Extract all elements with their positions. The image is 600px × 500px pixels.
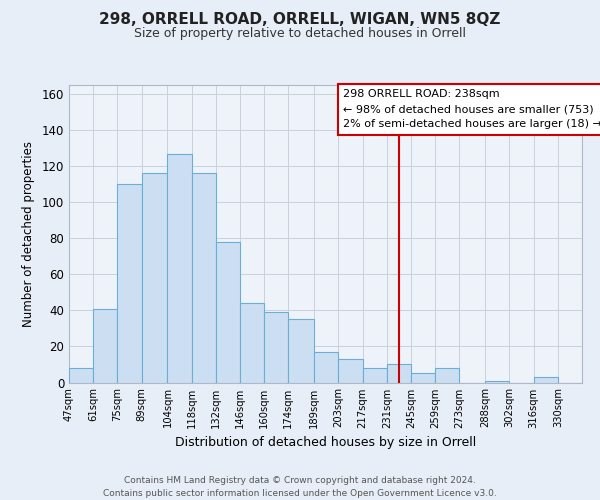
Bar <box>314 352 338 382</box>
Bar <box>435 368 460 382</box>
Text: 298 ORRELL ROAD: 238sqm
← 98% of detached houses are smaller (753)
2% of semi-de: 298 ORRELL ROAD: 238sqm ← 98% of detache… <box>343 90 600 129</box>
Bar <box>69 368 93 382</box>
Text: Size of property relative to detached houses in Orrell: Size of property relative to detached ho… <box>134 28 466 40</box>
Bar <box>142 174 167 382</box>
Bar <box>289 320 314 382</box>
Text: Contains HM Land Registry data © Crown copyright and database right 2024.: Contains HM Land Registry data © Crown c… <box>124 476 476 485</box>
Bar <box>387 364 411 382</box>
Bar <box>118 184 142 382</box>
Bar <box>533 377 558 382</box>
Bar <box>485 380 509 382</box>
Bar <box>191 174 216 382</box>
Bar <box>240 303 264 382</box>
Y-axis label: Number of detached properties: Number of detached properties <box>22 141 35 327</box>
Bar <box>216 242 240 382</box>
Bar <box>338 359 362 382</box>
Bar <box>167 154 191 382</box>
Bar <box>411 374 435 382</box>
Text: 298, ORRELL ROAD, ORRELL, WIGAN, WN5 8QZ: 298, ORRELL ROAD, ORRELL, WIGAN, WN5 8QZ <box>100 12 500 28</box>
Text: Contains public sector information licensed under the Open Government Licence v3: Contains public sector information licen… <box>103 489 497 498</box>
Bar <box>93 308 118 382</box>
X-axis label: Distribution of detached houses by size in Orrell: Distribution of detached houses by size … <box>175 436 476 449</box>
Bar <box>264 312 289 382</box>
Bar <box>362 368 387 382</box>
